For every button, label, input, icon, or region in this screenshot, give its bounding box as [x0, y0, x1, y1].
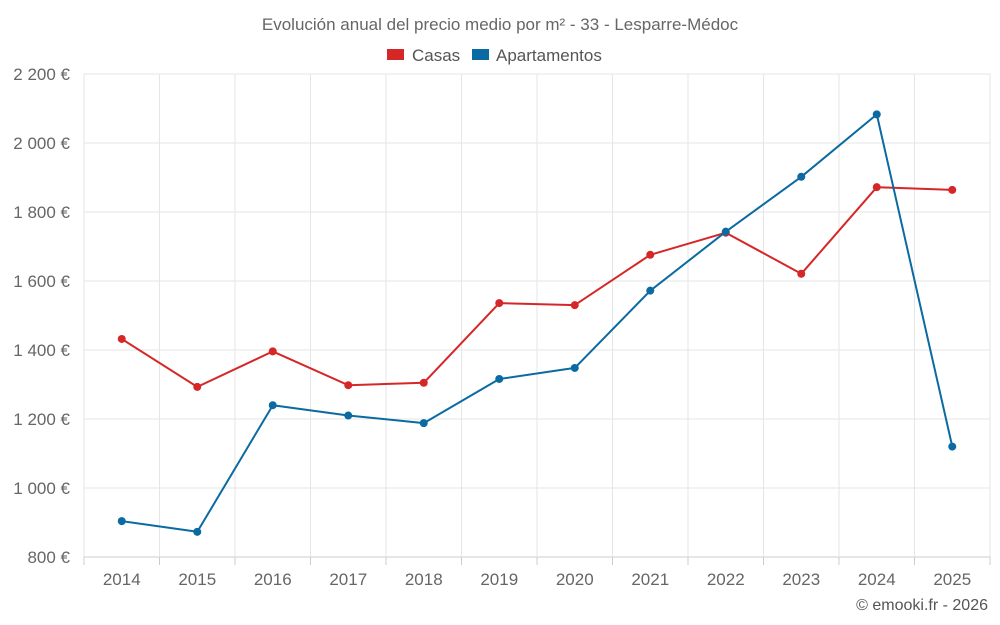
legend-label-casas[interactable]: Casas	[412, 46, 460, 65]
data-point-casas[interactable]	[646, 250, 655, 259]
data-point-casas[interactable]	[117, 334, 126, 343]
x-tick-label: 2015	[178, 570, 216, 589]
data-point-apartamentos[interactable]	[570, 363, 579, 372]
x-tick-label: 2021	[631, 570, 669, 589]
legend-swatch-apartamentos	[472, 49, 489, 60]
data-point-casas[interactable]	[268, 347, 277, 356]
y-tick-label: 1 800 €	[13, 203, 70, 222]
data-point-apartamentos[interactable]	[117, 517, 126, 526]
data-point-casas[interactable]	[419, 378, 428, 387]
data-point-apartamentos[interactable]	[344, 411, 353, 420]
y-tick-label: 2 200 €	[13, 65, 70, 84]
data-point-apartamentos[interactable]	[268, 401, 277, 410]
data-point-casas[interactable]	[344, 381, 353, 390]
x-tick-label: 2025	[933, 570, 971, 589]
data-point-casas[interactable]	[495, 299, 504, 308]
series-line-apartamentos	[121, 113, 954, 533]
x-tick-label: 2014	[103, 570, 141, 589]
chart-legend: Casas Apartamentos	[387, 46, 602, 65]
data-point-apartamentos[interactable]	[797, 172, 806, 181]
data-point-apartamentos[interactable]	[495, 374, 504, 383]
data-point-casas[interactable]	[948, 185, 957, 194]
x-tick-label: 2017	[329, 570, 367, 589]
y-tick-label: 1 000 €	[13, 479, 70, 498]
y-tick-label: 1 600 €	[13, 272, 70, 291]
data-point-casas[interactable]	[797, 269, 806, 278]
data-point-apartamentos[interactable]	[872, 110, 881, 119]
data-point-casas[interactable]	[193, 382, 202, 391]
series-apartamentos	[117, 110, 957, 536]
data-point-apartamentos[interactable]	[948, 442, 957, 451]
data-point-apartamentos[interactable]	[193, 527, 202, 536]
data-point-apartamentos[interactable]	[721, 227, 730, 236]
credit-text: © emooki.fr - 2026	[856, 597, 988, 614]
x-tick-label: 2018	[405, 570, 443, 589]
x-tick-label: 2022	[707, 570, 745, 589]
x-tick-label: 2024	[858, 570, 896, 589]
legend-swatch-casas	[387, 49, 404, 60]
legend-label-apartamentos[interactable]: Apartamentos	[496, 46, 602, 65]
y-tick-label: 800 €	[27, 548, 70, 567]
x-tick-label: 2016	[254, 570, 292, 589]
y-tick-label: 1 200 €	[13, 410, 70, 429]
x-tick-label: 2023	[782, 570, 820, 589]
series-line-casas	[121, 186, 953, 388]
x-tick-label: 2020	[556, 570, 594, 589]
data-point-apartamentos[interactable]	[419, 419, 428, 428]
y-tick-label: 2 000 €	[13, 134, 70, 153]
data-point-casas[interactable]	[570, 301, 579, 310]
series-casas	[117, 183, 957, 391]
data-point-apartamentos[interactable]	[646, 286, 655, 295]
chart-title: Evolución anual del precio medio por m² …	[262, 15, 739, 34]
x-tick-label: 2019	[480, 570, 518, 589]
y-tick-label: 1 400 €	[13, 341, 70, 360]
data-point-casas[interactable]	[872, 183, 881, 192]
